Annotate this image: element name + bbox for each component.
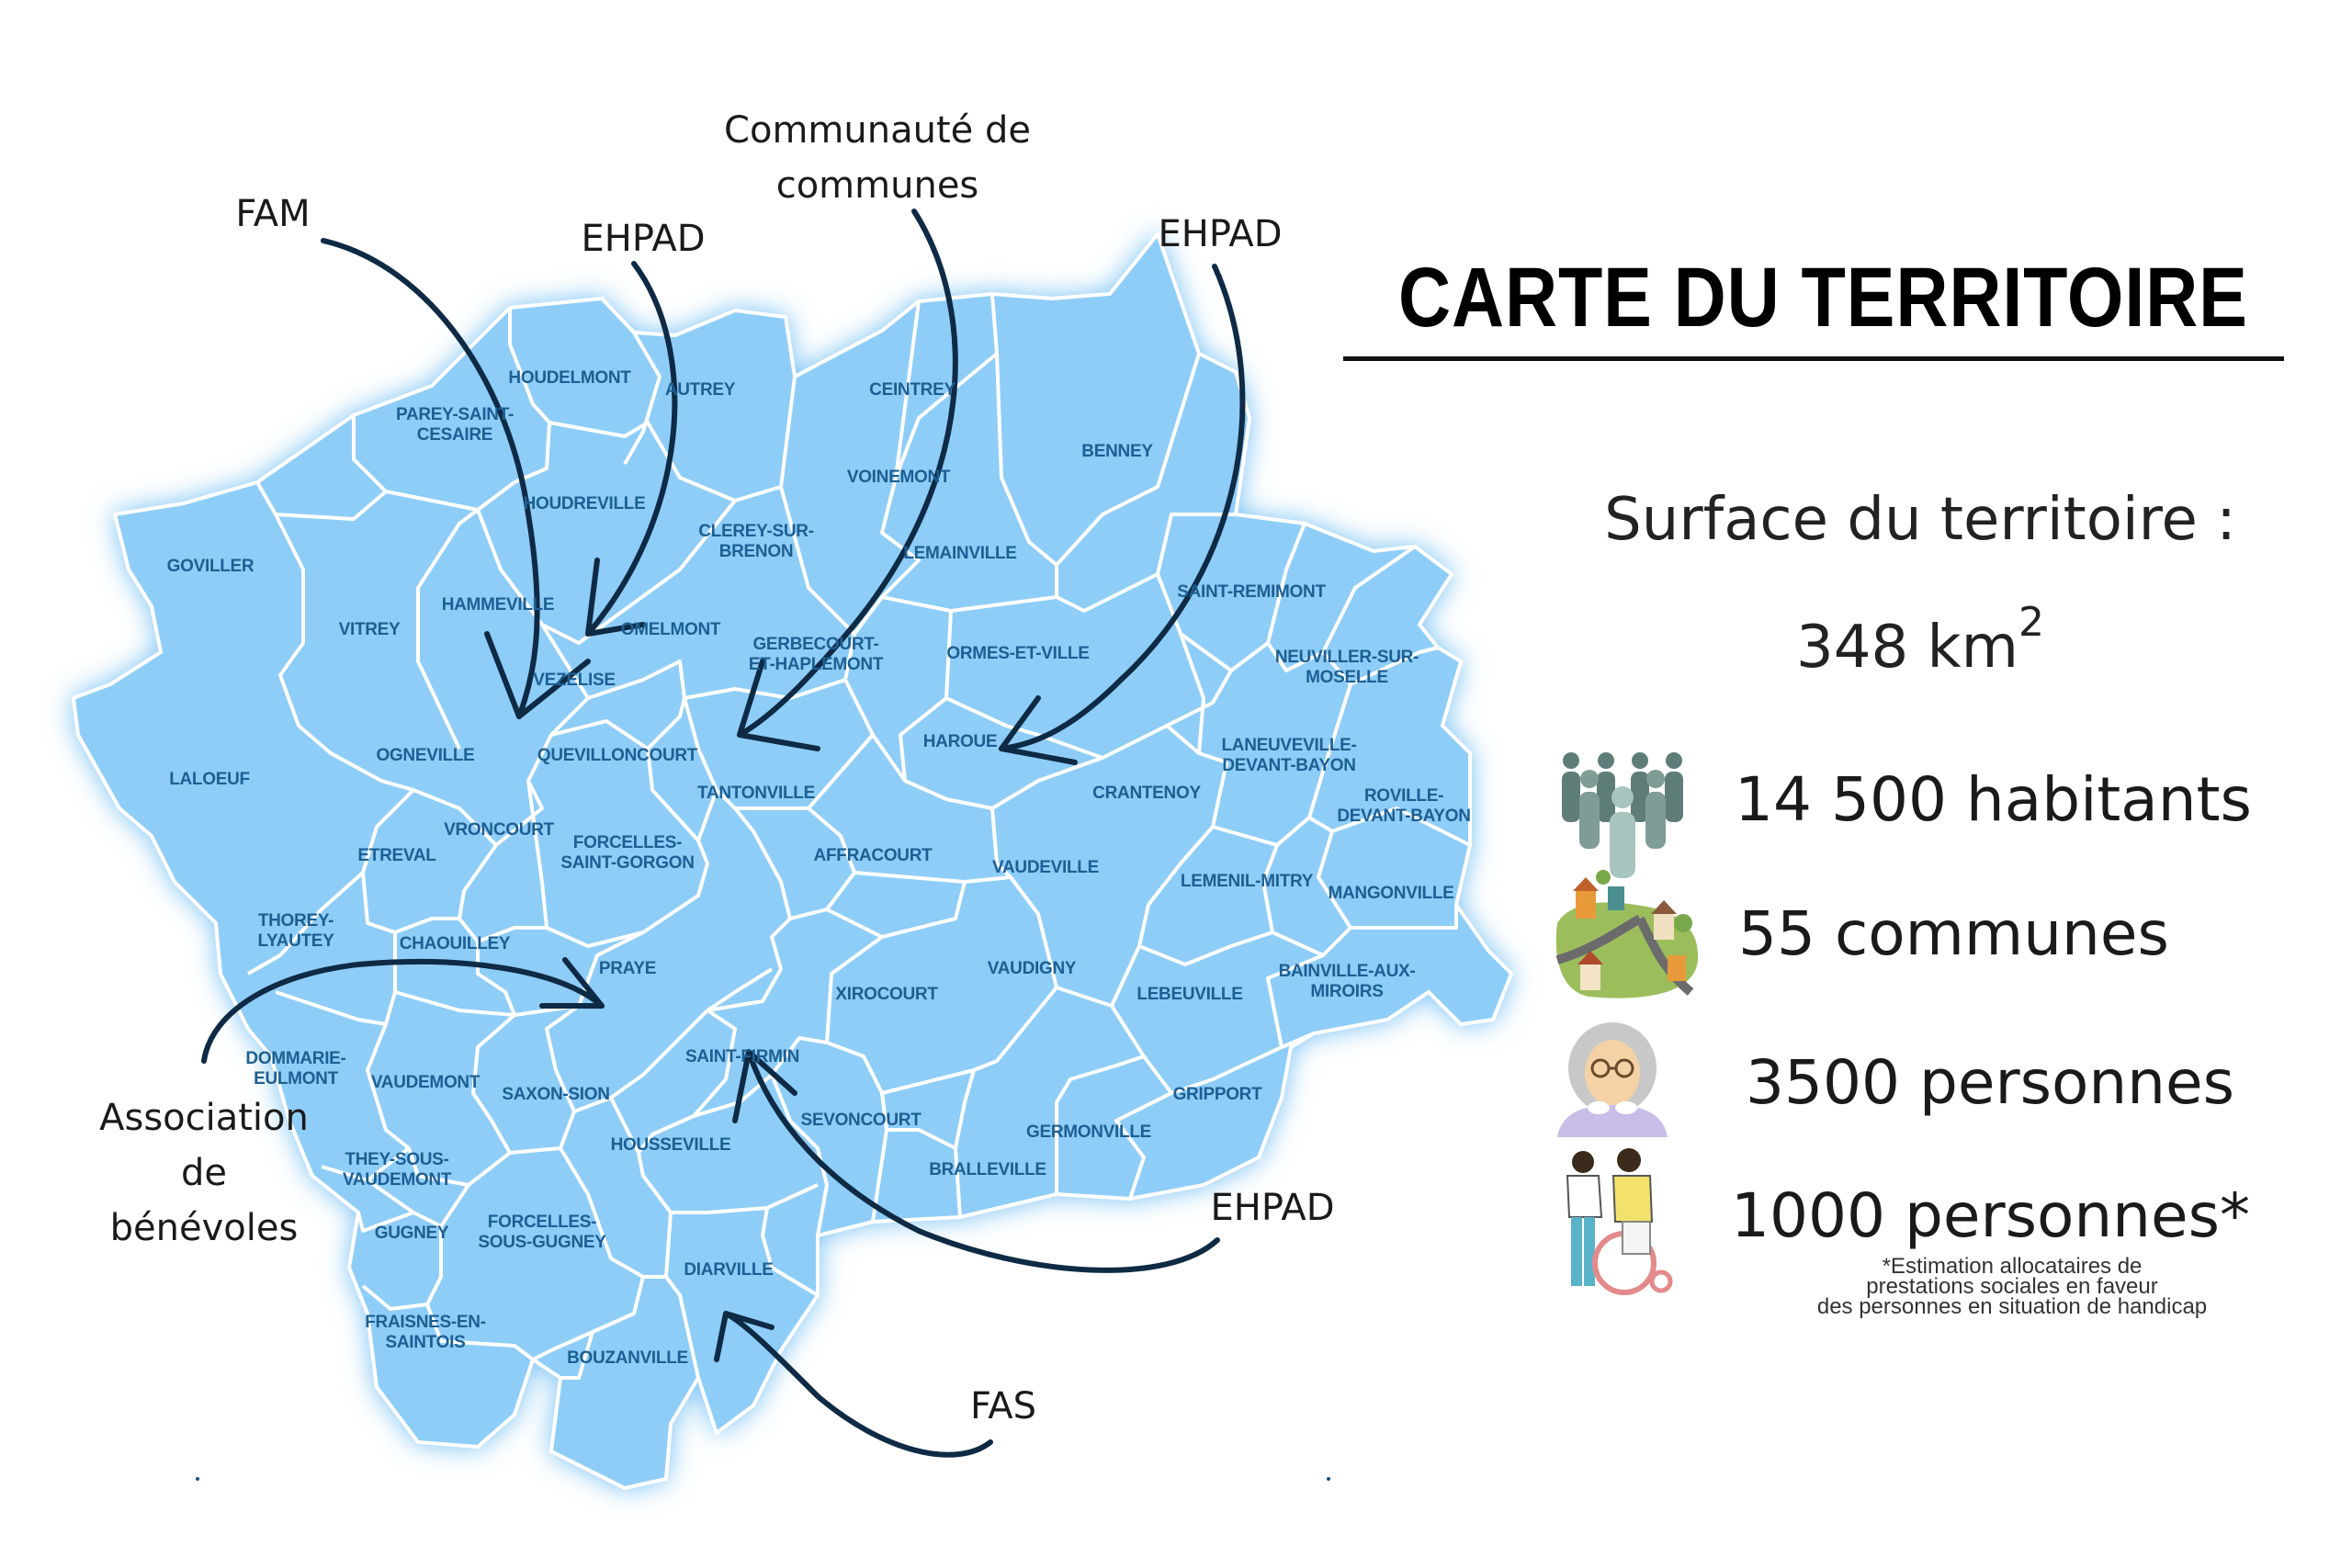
- commune-label: HAROUE: [922, 732, 998, 751]
- surface-value-line: 348 km2: [1553, 571, 2288, 699]
- arrow-ehpad-3: [746, 1049, 1220, 1273]
- commune-label: VEZELISE: [533, 671, 616, 690]
- commune-label: LALOEUF: [169, 770, 250, 789]
- commune-label: SEVONCOURT: [800, 1111, 922, 1130]
- annotation-ehpad-3: EHPAD: [1210, 1187, 1335, 1229]
- commune-label: PAREY-SAINT- CESAIRE: [395, 405, 514, 445]
- commune-label: OMELMONT: [620, 620, 721, 639]
- village-icon: [1555, 870, 1699, 998]
- title-underline: [1343, 356, 2284, 361]
- commune-label: HOUDREVILLE: [523, 494, 646, 513]
- annotation-ehpad-1: EHPAD: [581, 218, 706, 260]
- commune-label: GRIPPORT: [1172, 1085, 1262, 1104]
- commune-label: FORCELLES- SOUS-GUGNEY: [478, 1213, 606, 1252]
- commune-label: CLEREY-SUR- BRENON: [698, 522, 814, 561]
- stat-personnes-handicap: 1000 personnes*: [1731, 1180, 2250, 1251]
- commune-label: THEY-SOUS- VAUDEMONT: [342, 1150, 452, 1190]
- commune-label: LANEUVEVILLE- DEVANT-BAYON: [1221, 736, 1357, 775]
- commune-label: GUGNEY: [374, 1224, 449, 1243]
- page-title: CARTE DU TERRITOIRE: [1398, 251, 2248, 344]
- commune-label: FRAISNES-EN- SAINTOIS: [365, 1313, 486, 1352]
- commune-label: BAINVILLE-AUX- MIROIRS: [1278, 962, 1416, 1001]
- commune-label: BENNEY: [1081, 442, 1153, 461]
- commune-label: SAINT-FIRMIN: [684, 1047, 800, 1066]
- commune-label: CHAOUILLEY: [399, 934, 511, 953]
- arrow-fam: [321, 238, 540, 719]
- commune-label: ROVILLE- DEVANT-BAYON: [1337, 786, 1471, 826]
- commune-label: HOUDELMONT: [508, 368, 631, 388]
- commune-label: HOUSSEVILLE: [610, 1135, 731, 1155]
- arrow-association: [201, 959, 605, 1064]
- stat-communes: 55 communes: [1738, 898, 2169, 969]
- commune-label: ETREVAL: [357, 846, 436, 865]
- commune-label: AUTREY: [664, 380, 736, 400]
- commune-borders: [247, 293, 1471, 1380]
- commune-label: SAXON-SION: [502, 1085, 610, 1104]
- commune-label: BRALLEVILLE: [929, 1160, 1046, 1179]
- disability-wheelchair-icon: [1566, 1148, 1673, 1295]
- commune-label: HAMMEVILLE: [441, 595, 555, 615]
- annotation-fam: FAM: [235, 193, 311, 235]
- commune-label: LEMENIL-MITRY: [1180, 872, 1314, 891]
- commune-label: ORMES-ET-VILLE: [946, 644, 1090, 663]
- commune-label: LEBEUVILLE: [1136, 985, 1243, 1004]
- commune-label: SAINT-REMIMONT: [1177, 582, 1326, 602]
- arrow-communaute: [737, 209, 958, 738]
- commune-label: LEMAINVILLE: [903, 544, 1017, 563]
- surface-exponent: 2: [2018, 599, 2044, 646]
- commune-label: VAUDEVILLE: [992, 858, 1099, 877]
- commune-label: GOVILLER: [166, 557, 254, 576]
- commune-label: TANTONVILLE: [697, 784, 815, 803]
- commune-label: DOMMARIE- EULMONT: [245, 1049, 346, 1089]
- commune-label: CRANTENOY: [1092, 784, 1201, 803]
- commune-label: DIARVILLE: [684, 1260, 774, 1280]
- annotation-association: Association de bénévoles: [99, 1097, 309, 1249]
- crowd-icon: [1562, 752, 1683, 878]
- commune-label: OGNEVILLE: [376, 746, 475, 765]
- annotation-ehpad-2: EHPAD: [1158, 213, 1283, 255]
- stat-personnes-agees: 3500 personnes: [1746, 1047, 2234, 1118]
- commune-label: FORCELLES- SAINT-GORGON: [560, 833, 695, 873]
- commune-label: CEINTREY: [869, 380, 956, 400]
- commune-label: VITREY: [338, 620, 401, 639]
- commune-label: NEUVILLER-SUR- MOSELLE: [1274, 648, 1419, 687]
- annotation-arrows: [201, 209, 1246, 1458]
- commune-label: VAUDIGNY: [987, 959, 1077, 978]
- commune-label: AFFRACOURT: [813, 846, 933, 865]
- commune-label: VAUDEMONT: [370, 1073, 481, 1092]
- annotation-fas: FAS: [969, 1385, 1037, 1427]
- arrow-ehpad-2: [999, 264, 1246, 751]
- arrow-ehpad-1: [585, 261, 678, 637]
- commune-label: QUEVILLONCOURT: [537, 746, 698, 765]
- stray-dot-right: [1327, 1477, 1330, 1481]
- commune-label: VRONCOURT: [444, 820, 554, 840]
- surface-value: 348 km: [1796, 614, 2018, 682]
- surface-block: Surface du territoire : 348 km2: [1553, 468, 2288, 699]
- map-territory: [71, 230, 1514, 1491]
- stat-habitants: 14 500 habitants: [1735, 764, 2252, 835]
- commune-label: XIROCOURT: [835, 985, 938, 1004]
- arrow-fas: [723, 1311, 993, 1458]
- footnote: *Estimation allocataires de prestations …: [1816, 1254, 2208, 1319]
- annotation-communaute: Communauté de communes: [724, 109, 1031, 207]
- commune-label: MANGONVILLE: [1328, 884, 1454, 903]
- commune-label: GERBECOURT- ET-HAPLEMONT: [748, 635, 884, 674]
- commune-label: VOINEMONT: [846, 468, 951, 487]
- commune-label: GERMONVILLE: [1025, 1122, 1152, 1142]
- stray-dot-left: [196, 1477, 199, 1481]
- commune-label: BOUZANVILLE: [567, 1348, 688, 1368]
- commune-label: PRAYE: [598, 959, 657, 978]
- surface-label: Surface du territoire :: [1604, 486, 2236, 554]
- commune-label: THOREY- LYAUTEY: [257, 911, 334, 951]
- elderly-woman-icon: [1557, 1022, 1668, 1137]
